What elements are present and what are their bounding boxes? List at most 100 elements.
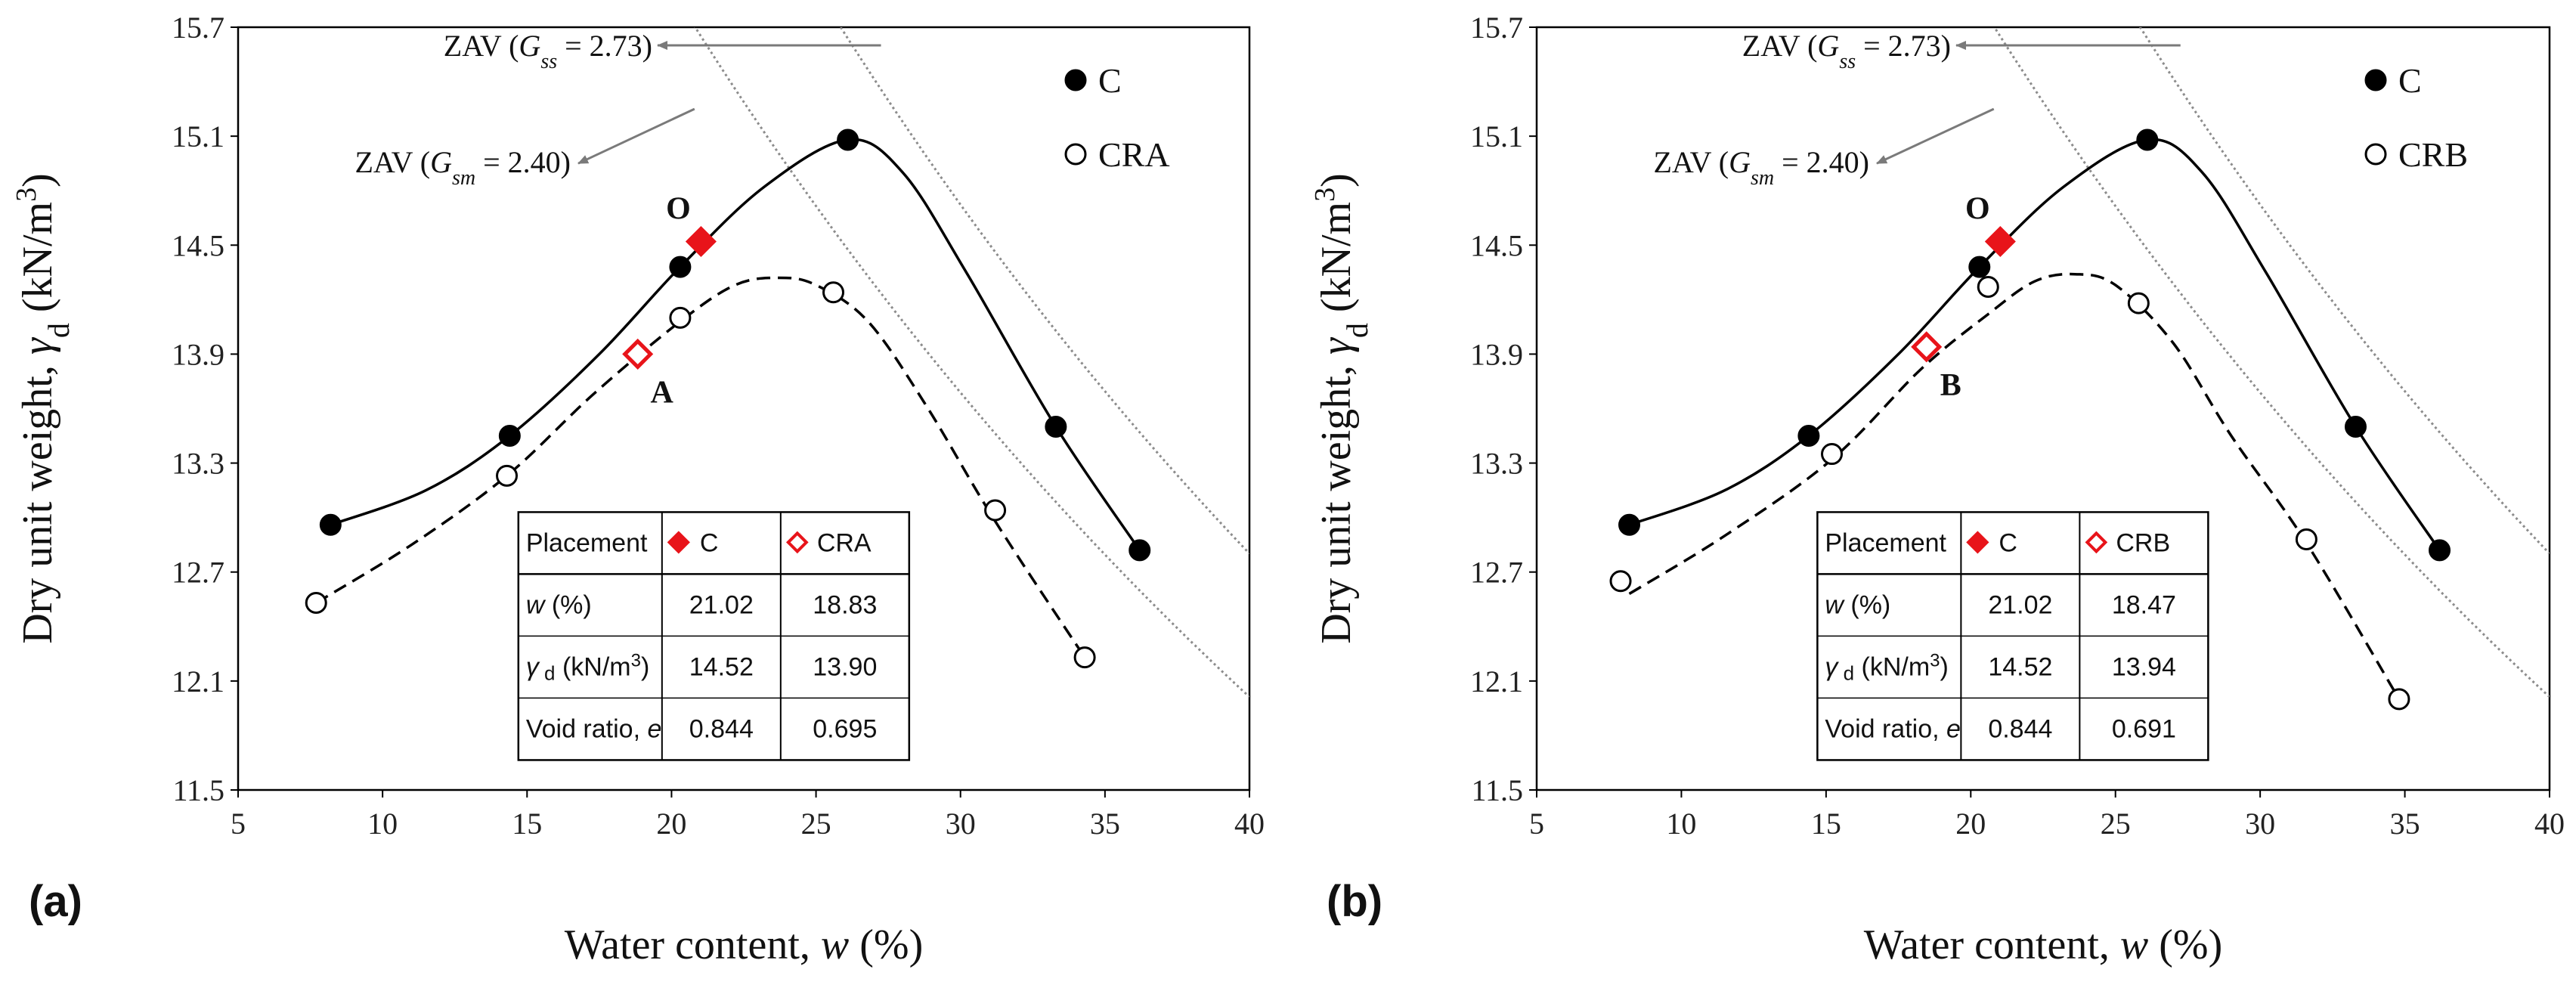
- y-axis-title: Dry unit weight, γd (kN/m3): [11, 173, 76, 644]
- table-header-cell: Placement: [1825, 528, 1946, 557]
- table-row-label: w (%): [1825, 590, 1890, 619]
- y-tick-label: 15.1: [1470, 119, 1523, 153]
- fit-curve-crb: [1628, 272, 2401, 700]
- x-tick-label: 20: [1955, 807, 1986, 841]
- table-cell: 0.691: [2112, 714, 2176, 743]
- data-point-c: [319, 513, 342, 536]
- data-point-c: [837, 129, 859, 151]
- x-tick-label: 10: [367, 807, 398, 841]
- table-cell: 13.94: [2112, 652, 2176, 681]
- x-tick-label: 5: [1529, 807, 1544, 841]
- zav-line: [2138, 27, 2550, 555]
- table-cell: 18.83: [813, 590, 877, 619]
- zav-line: [693, 27, 1249, 698]
- data-point-crb: [1821, 443, 1844, 466]
- legend-entry: CRB: [2398, 135, 2468, 174]
- data-point-cra: [984, 499, 1007, 522]
- data-point-c: [1618, 513, 1641, 536]
- y-tick-label: 11.5: [1471, 773, 1523, 807]
- placement-table: Placement C CRA w (%) 21.02 18.83 γ d (kN/m3) 1…: [517, 511, 911, 761]
- x-tick-label: 20: [656, 807, 686, 841]
- table-cell: 21.02: [689, 590, 754, 619]
- table-row-label: γ d (kN/m3): [526, 650, 649, 684]
- y-axis-title: Dry unit weight, γd (kN/m3): [1309, 173, 1374, 644]
- x-tick-label: 15: [512, 807, 542, 841]
- data-point-c: [1797, 425, 1820, 448]
- data-point-c: [669, 256, 692, 278]
- table-header-cell: CRB: [2116, 528, 2170, 557]
- data-point-crb: [1609, 570, 1632, 593]
- data-point-c: [1129, 539, 1151, 562]
- x-tick-label: 40: [2534, 807, 2565, 841]
- data-point-crb: [1977, 276, 1999, 299]
- fit-curve-c: [330, 138, 1141, 551]
- x-tick-label: 25: [2101, 807, 2131, 841]
- table-legend-marker: [1966, 531, 1989, 554]
- legend-entry: CRA: [1098, 135, 1170, 174]
- x-tick-label: 5: [231, 807, 246, 841]
- chart-panel-a: 5 10 15 20 25 30 35 40 11.5 12.1 12.7 13.3 13.9 14.5 1…: [11, 11, 1265, 968]
- x-tick-label: 35: [2390, 807, 2420, 841]
- table-cell: 14.52: [1988, 652, 2052, 681]
- data-point-crb: [2295, 528, 2317, 550]
- table-header-cell: CRA: [817, 528, 872, 557]
- legend-marker: [1064, 143, 1087, 166]
- legend-entry: C: [1098, 61, 1122, 100]
- y-tick-label: 15.1: [172, 119, 224, 153]
- y-tick-label: 13.3: [1470, 447, 1523, 481]
- data-point-cra: [822, 281, 845, 304]
- y-tick-label: 13.9: [172, 337, 224, 371]
- x-tick-label: 15: [1811, 807, 1841, 841]
- x-tick-label: 30: [946, 807, 976, 841]
- y-tick-label: 15.7: [172, 11, 224, 45]
- table-header-cell: C: [1999, 528, 2017, 557]
- panel-label: (a): [29, 877, 82, 926]
- table-cell: 0.844: [689, 714, 754, 743]
- plot-frame: [237, 26, 1251, 791]
- table-cell: 21.02: [1988, 590, 2052, 619]
- data-point-cra: [496, 464, 519, 487]
- y-tick-label: 11.5: [172, 773, 224, 807]
- y-tick-label: 15.7: [1470, 11, 1523, 45]
- table-header-cell: Placement: [526, 528, 648, 557]
- data-point-c: [2429, 539, 2451, 562]
- placement-label: O: [1965, 191, 1990, 226]
- data-point-c: [1045, 416, 1067, 438]
- placement-table: Placement C CRB w (%) 21.02 18.47 γ d (kN/m3) 1…: [1816, 511, 2209, 761]
- table-row-label: Void ratio, e: [1825, 714, 1961, 743]
- placement-point-a: [622, 338, 654, 370]
- legend-entry: C: [2398, 61, 2422, 100]
- panel-label: (b): [1327, 877, 1382, 926]
- data-point-c: [498, 425, 521, 448]
- table-row-label: Void ratio, e: [526, 714, 662, 743]
- table-cell: 14.52: [689, 652, 754, 681]
- table-legend-marker: [667, 531, 690, 554]
- placement-label: O: [666, 191, 691, 226]
- x-tick-label: 30: [2245, 807, 2275, 841]
- legend-marker: [1064, 69, 1087, 91]
- table-header-cell: C: [700, 528, 719, 557]
- data-point-c: [1968, 256, 1991, 278]
- y-tick-label: 14.5: [172, 228, 224, 262]
- x-tick-label: 10: [1666, 807, 1696, 841]
- fit-curve-c: [1628, 138, 2441, 551]
- placement-point-b: [1911, 331, 1943, 363]
- y-tick-label: 12.7: [172, 556, 224, 590]
- data-point-cra: [669, 306, 692, 329]
- y-tick-label: 13.3: [172, 447, 224, 481]
- zav-label: ZAV (Gss = 2.73): [1742, 29, 1951, 73]
- y-tick-label: 12.1: [1470, 664, 1523, 698]
- table-cell: 0.695: [813, 714, 877, 743]
- x-tick-label: 40: [1234, 807, 1265, 841]
- x-tick-label: 25: [801, 807, 831, 841]
- placement-label: B: [1940, 368, 1961, 403]
- data-point-cra: [1073, 646, 1096, 669]
- x-axis-title: Water content, w (%): [1864, 922, 2222, 968]
- zav-arrow: [577, 107, 695, 165]
- data-point-c: [2136, 129, 2159, 151]
- table-cell: 0.844: [1988, 714, 2052, 743]
- table-legend-marker: [785, 531, 809, 554]
- legend-marker: [2364, 69, 2387, 91]
- table-cell: 13.90: [813, 652, 877, 681]
- y-tick-label: 12.7: [1470, 556, 1523, 590]
